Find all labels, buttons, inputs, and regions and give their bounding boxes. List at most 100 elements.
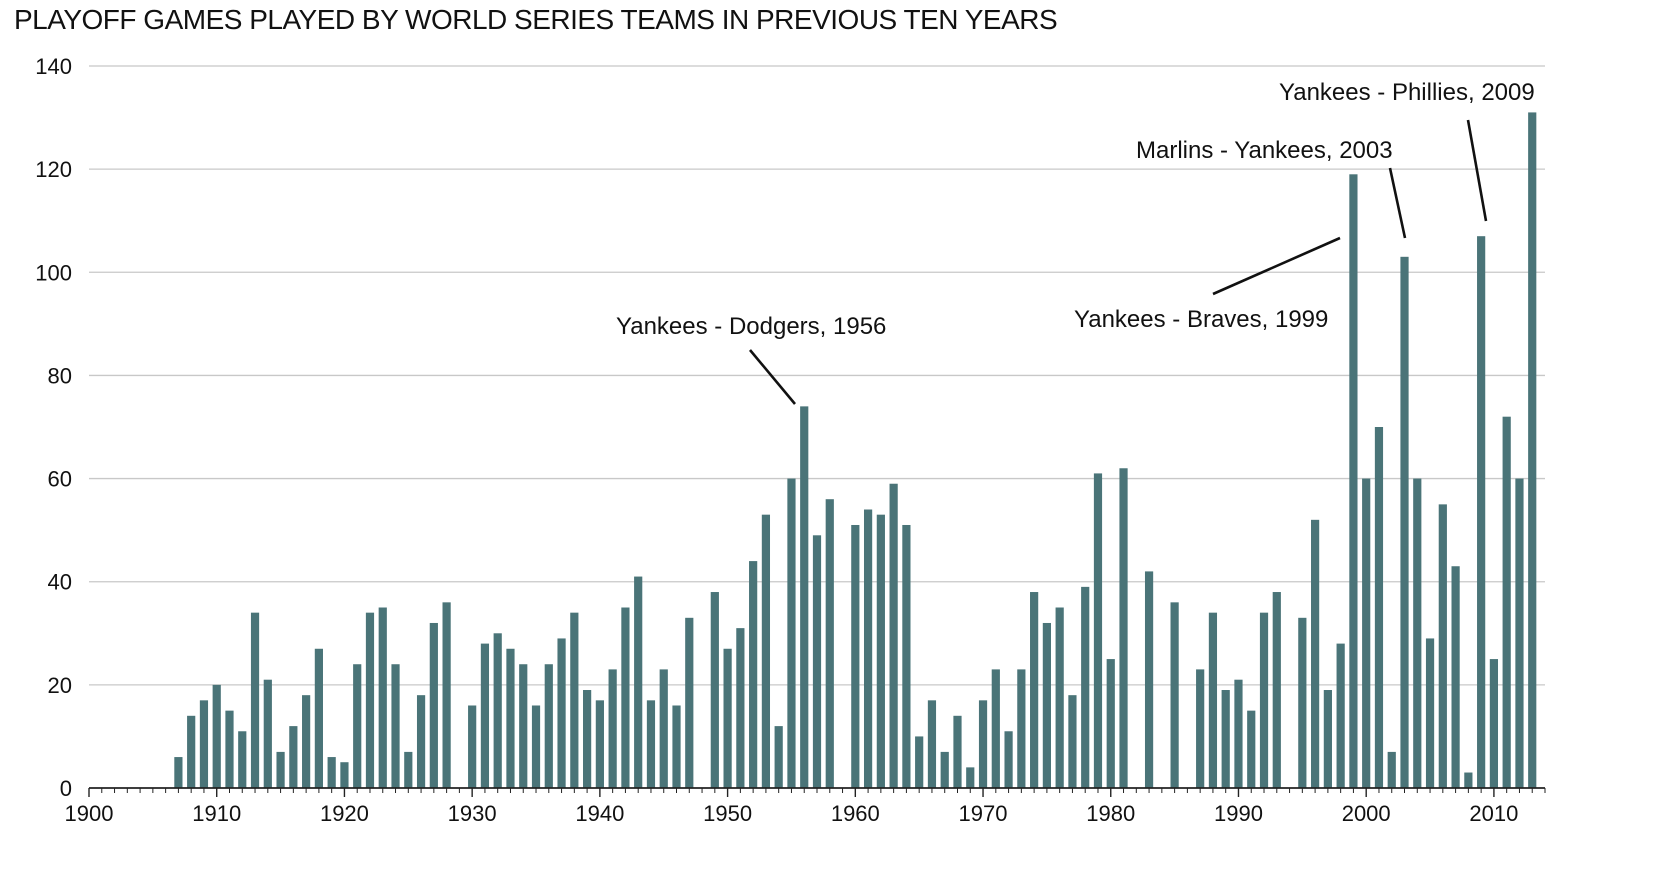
- bar-1961: [863, 509, 873, 788]
- bar-1935: [531, 705, 541, 788]
- bar-2010: [1489, 659, 1499, 788]
- bar-1995: [1298, 617, 1307, 788]
- bar-1932: [493, 633, 502, 788]
- bar-1913: [250, 612, 260, 788]
- y-tick-label: 140: [35, 54, 72, 79]
- bar-1998: [1336, 643, 1345, 788]
- bar-1988: [1208, 612, 1218, 788]
- bar-1974: [1030, 592, 1039, 788]
- bar-1927: [429, 622, 438, 788]
- bar-1968: [953, 715, 962, 788]
- bar-1934: [519, 664, 528, 788]
- bar-1957: [812, 535, 822, 788]
- bar-1931: [480, 643, 490, 788]
- bar-1979: [1093, 473, 1103, 788]
- bar-2007: [1451, 566, 1460, 788]
- bar-1990: [1234, 679, 1243, 788]
- bar-1910: [212, 684, 221, 788]
- bar-1920: [340, 762, 349, 788]
- bar-2002: [1387, 751, 1396, 788]
- bar-1917: [302, 695, 311, 788]
- annotation-label: Yankees - Dodgers, 1956: [616, 313, 886, 340]
- bar-1973: [1017, 669, 1026, 788]
- bar-1919: [327, 757, 336, 788]
- bar-1924: [391, 664, 400, 788]
- bar-1936: [544, 664, 553, 788]
- bar-2012: [1515, 478, 1524, 788]
- bar-1997: [1323, 690, 1332, 788]
- bar-1967: [940, 751, 949, 788]
- x-tick-label: 1950: [703, 801, 752, 826]
- y-axis: 0 20 40 60 80 100 120 140: [35, 54, 72, 801]
- bar-1952: [749, 561, 758, 788]
- bar-1958: [825, 499, 834, 788]
- bar-1909: [199, 700, 209, 788]
- bar-1943: [634, 576, 643, 788]
- bar-1928: [442, 602, 451, 788]
- y-tick-label: 100: [35, 260, 72, 285]
- bar-1965: [915, 736, 924, 788]
- bar-1977: [1068, 695, 1077, 788]
- x-axis: 1900 1910 1920 1930 1940 1950 1960 1970 1980 1990…: [65, 787, 1546, 826]
- chart-title: PLAYOFF GAMES PLAYED BY WORLD SERIES TEA…: [14, 4, 1058, 35]
- bar-1955: [787, 478, 796, 788]
- bar-1954: [774, 726, 783, 788]
- annotation-label: Yankees - Braves, 1999: [1074, 306, 1328, 333]
- y-tick-label: 80: [48, 363, 72, 388]
- bar-1983: [1144, 571, 1154, 788]
- bar-1926: [416, 695, 426, 788]
- bar-1930: [468, 705, 477, 788]
- bar-1951: [736, 628, 745, 788]
- x-tick-label: 1980: [1086, 801, 1135, 826]
- bar-2004: [1413, 478, 1422, 788]
- bar-1964: [902, 524, 911, 788]
- bar-2011: [1502, 416, 1511, 788]
- bar-1945: [659, 669, 668, 788]
- bar-1956: [800, 406, 809, 788]
- bar-1966: [927, 700, 937, 788]
- bar-2013: [1528, 112, 1537, 788]
- x-tick-label: 1930: [448, 801, 497, 826]
- bar-1976: [1055, 607, 1064, 788]
- bar-1942: [621, 607, 630, 788]
- bar-1999: [1349, 174, 1358, 789]
- annotation-label: Yankees - Phillies, 2009: [1279, 79, 1535, 106]
- bar-1949: [710, 592, 719, 788]
- bar-1963: [889, 483, 898, 788]
- bar-1975: [1042, 622, 1051, 788]
- y-tick-label: 0: [60, 776, 72, 801]
- x-tick-label: 1940: [575, 801, 624, 826]
- bar-1918: [314, 648, 323, 788]
- x-tick-label: 1970: [959, 801, 1008, 826]
- annotation-leader-line: [1212, 236, 1341, 296]
- bar-1978: [1081, 586, 1090, 788]
- bar-1996: [1311, 519, 1320, 788]
- y-tick-label: 40: [48, 570, 72, 595]
- bar-2006: [1438, 504, 1447, 788]
- bar-1940: [595, 700, 604, 788]
- bar-1922: [365, 612, 375, 788]
- bar-1987: [1196, 669, 1205, 788]
- bar-1993: [1272, 592, 1281, 788]
- bar-1985: [1170, 602, 1179, 788]
- bar-1970: [978, 700, 988, 788]
- bar-1980: [1106, 659, 1115, 788]
- bar-1969: [966, 767, 975, 788]
- bar-1911: [225, 710, 234, 788]
- annotation-label: Marlins - Yankees, 2003: [1136, 137, 1393, 164]
- bars: [174, 112, 1537, 789]
- bar-2000: [1362, 478, 1371, 788]
- x-tick-label: 1920: [320, 801, 369, 826]
- bar-1941: [608, 669, 617, 788]
- annotation-leader-line: [1388, 167, 1407, 239]
- bar-1953: [761, 514, 771, 788]
- annotation-leader-line: [1466, 119, 1488, 222]
- bar-1991: [1247, 710, 1256, 788]
- bar-1908: [187, 715, 196, 788]
- bar-2009: [1477, 236, 1486, 788]
- bar-1946: [672, 705, 681, 788]
- annotations: Yankees - Dodgers, 1956 Yankees - Braves,…: [616, 79, 1535, 405]
- x-tick-label: 1910: [192, 801, 241, 826]
- bar-2003: [1400, 256, 1409, 788]
